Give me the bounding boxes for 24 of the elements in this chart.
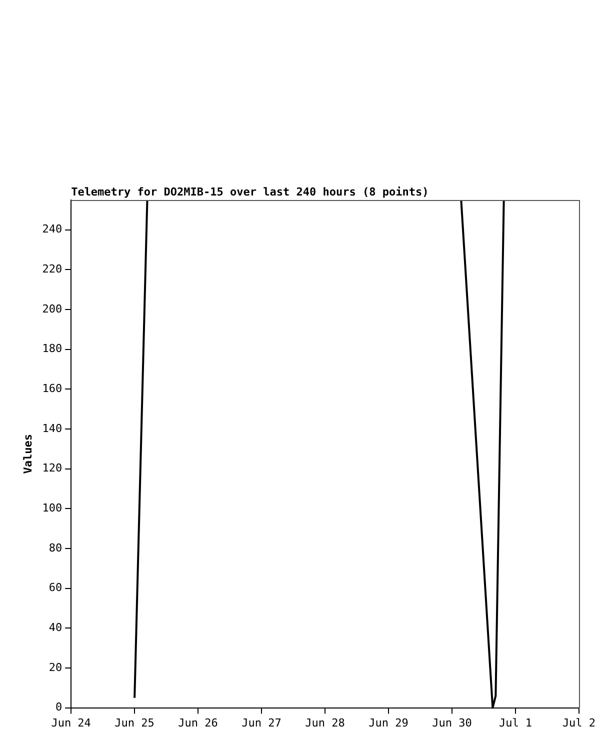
x-tick-label: Jun 27 [242,716,282,730]
x-tick-label: Jul 2 [562,716,596,730]
y-tick-label: 180 [42,342,62,356]
x-tick-label: Jun 30 [432,716,472,730]
y-tick-label: 100 [42,502,62,515]
y-tick-label: 220 [42,262,62,276]
y-tick-label: 0 [55,700,62,714]
y-tick-label: 200 [42,302,62,316]
x-tick-label: Jun 25 [114,716,154,730]
y-tick-label: 20 [48,660,62,674]
x-tick-label: Jun 26 [178,716,218,730]
y-tick-label: 60 [48,581,62,594]
x-tick-label: Jun 28 [305,716,345,730]
y-tick-label: 80 [48,541,62,554]
y-axis-title: Values [21,434,34,474]
y-tick-label: 160 [42,382,62,396]
y-tick-label: 40 [48,621,62,634]
chart-title: Telemetry for DO2MIB-15 over last 240 hours (8 points) [71,185,429,198]
y-tick-label: 240 [42,222,62,236]
y-tick-label: 120 [42,462,62,475]
y-tick-label: 140 [42,422,62,435]
x-tick-label: Jul 1 [498,716,532,730]
x-tick-label: Jun 24 [51,716,92,730]
x-tick-label: Jun 29 [368,716,408,730]
